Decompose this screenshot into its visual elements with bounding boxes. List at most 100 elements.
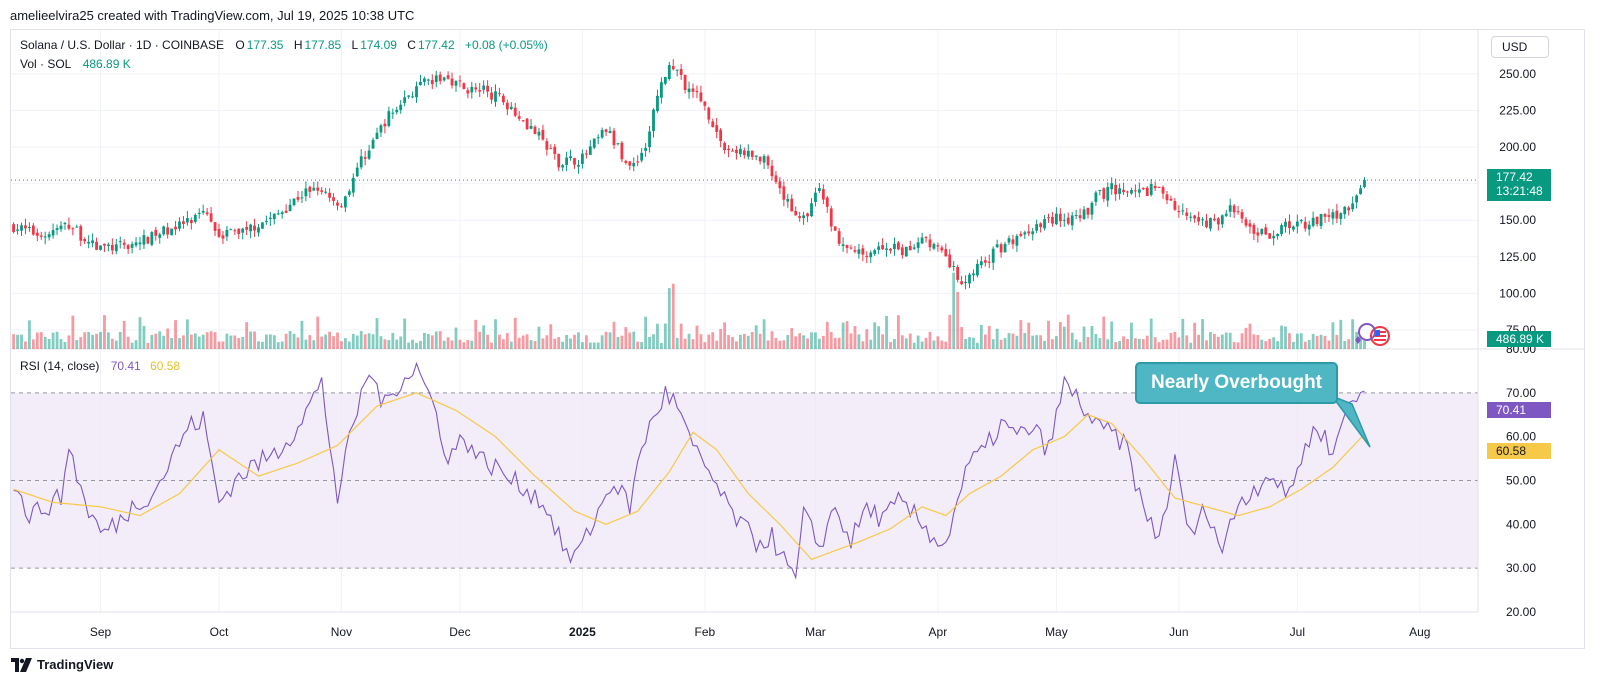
volume-bar	[320, 336, 324, 349]
volume-bar	[881, 334, 884, 349]
volume-bar	[1177, 337, 1181, 349]
candle-body	[1276, 233, 1279, 237]
volume-bar	[1268, 338, 1272, 349]
candle-body	[727, 148, 730, 150]
time-tick-label: Nov	[331, 625, 352, 639]
volume-bar	[359, 331, 363, 349]
candle-body	[900, 247, 904, 256]
volume-bar	[513, 317, 517, 349]
volume-bar	[616, 336, 620, 349]
volume-bar	[987, 325, 991, 349]
candle-body	[1224, 213, 1228, 216]
volume-bar	[1292, 341, 1295, 349]
volume-bar	[245, 322, 249, 349]
chart-attribution: amelieelvira25 created with TradingView.…	[10, 8, 415, 23]
volume-bar	[340, 341, 343, 349]
candle-body	[257, 227, 260, 233]
volume-bar	[1264, 341, 1268, 349]
candle-body	[150, 232, 154, 245]
candle-body	[1343, 206, 1347, 215]
candle-body	[786, 198, 790, 202]
volume-bar	[541, 338, 545, 349]
candles	[12, 59, 1366, 290]
candle-body	[1319, 213, 1323, 226]
volume-bar	[1256, 335, 1260, 349]
symbol-title[interactable]: Solana / U.S. Dollar · 1D · COINBASE	[20, 38, 225, 52]
time-tick-label: Sep	[90, 625, 112, 639]
candle-body	[588, 146, 592, 155]
time-tick-label: Feb	[695, 625, 716, 639]
currency-button[interactable]: USD	[1491, 36, 1549, 58]
candle-body	[403, 97, 407, 103]
volume-bar	[632, 331, 636, 349]
candle-body	[1201, 219, 1204, 221]
volume-bar	[95, 333, 98, 349]
volume-bar	[1295, 333, 1299, 349]
candle-body	[699, 92, 703, 102]
volume-bar	[482, 325, 486, 349]
volume-bar	[683, 338, 687, 349]
candle-body	[983, 260, 987, 263]
rsi-ma-tag: 60.58	[1487, 443, 1551, 459]
candle-body	[770, 165, 774, 177]
candle-body	[774, 175, 778, 182]
candle-body	[39, 235, 43, 237]
volume-bar	[87, 331, 91, 349]
candle-body	[948, 254, 952, 268]
candle-body	[1007, 238, 1011, 243]
volume-bar	[565, 334, 568, 349]
candle-body	[529, 125, 533, 129]
volume-bar	[411, 339, 414, 349]
tradingview-logo[interactable]: TradingView	[11, 657, 113, 672]
candle-body	[221, 235, 225, 239]
candle-body	[612, 130, 616, 146]
candle-body	[379, 125, 383, 133]
volume-bar	[261, 341, 264, 349]
dividend-icon[interactable]	[1355, 323, 1376, 344]
volume-bar	[592, 342, 596, 349]
volume-bar	[31, 339, 35, 349]
candle-body	[470, 86, 474, 93]
volume-bar	[1303, 341, 1307, 349]
candle-body	[640, 152, 644, 161]
candle-body	[332, 197, 335, 201]
candle-body	[205, 212, 209, 215]
volume-bar	[344, 338, 347, 349]
candle-body	[95, 241, 98, 250]
candle-body	[1003, 243, 1007, 253]
volume-value: 486.89 K	[82, 57, 131, 71]
volume-bar	[1137, 338, 1141, 349]
volume-bar	[983, 334, 987, 349]
volume-bar	[71, 315, 75, 349]
volume-bar	[458, 339, 462, 349]
candle-body	[1153, 185, 1157, 189]
candle-body	[1082, 209, 1086, 220]
candle-body	[1035, 224, 1039, 231]
volume-bar	[1015, 335, 1019, 349]
volume-bar	[1090, 326, 1094, 349]
volume-bar	[494, 319, 497, 349]
candle-body	[794, 211, 798, 216]
volume-bar	[644, 316, 647, 349]
rsi-label[interactable]: RSI (14, close)	[20, 359, 100, 373]
candle-body	[126, 245, 130, 250]
volume-bar	[731, 337, 734, 349]
nearly-overbought-callout[interactable]: Nearly Overbought	[1135, 362, 1338, 404]
volume-bar	[976, 342, 979, 349]
rsi-tick-label: 40.00	[1506, 517, 1536, 531]
volume-bar	[806, 338, 809, 349]
volume-bar	[59, 339, 63, 349]
change-value: +0.08 (+0.05%)	[464, 38, 548, 52]
candle-body	[1134, 190, 1137, 192]
candle-body	[1311, 217, 1315, 226]
volume-label[interactable]: Vol · SOL	[20, 57, 72, 71]
candle-body	[533, 126, 537, 134]
volume-bar	[304, 339, 308, 349]
candle-body	[636, 161, 640, 163]
symbol-legend: Solana / U.S. Dollar · 1D · COINBASE O 17…	[20, 38, 550, 52]
candle-body	[1055, 213, 1058, 225]
candle-body	[1102, 188, 1106, 199]
candle-body	[67, 224, 71, 229]
volume-bar	[833, 337, 837, 349]
